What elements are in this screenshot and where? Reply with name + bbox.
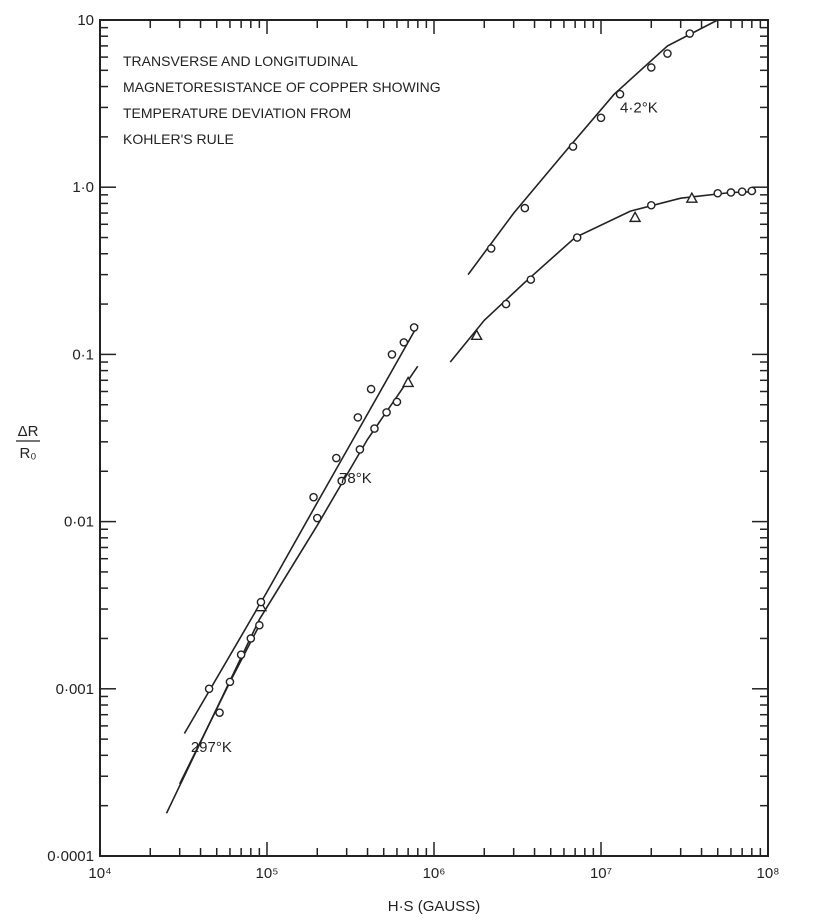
- transverse-point: [399, 338, 409, 347]
- y-tick-label: 10: [77, 12, 94, 29]
- transverse-point: [392, 397, 402, 407]
- transverse-point: [713, 188, 723, 198]
- y-axis-title-denominator: R₀: [19, 445, 36, 462]
- x-tick-label: 10⁸: [756, 865, 779, 882]
- y-axis-title: ΔR R₀: [16, 423, 40, 462]
- annotation-line-4: KOHLER'S RULE: [123, 131, 234, 147]
- transverse-point: [387, 350, 397, 359]
- transverse-point: [370, 424, 379, 433]
- x-tick-label: 10⁵: [256, 865, 279, 882]
- x-axis-title: H·S (GAUSS): [388, 898, 481, 915]
- transverse-point: [332, 453, 341, 463]
- transverse-point: [726, 188, 736, 197]
- transverse-point: [501, 299, 511, 309]
- transverse-point: [526, 275, 536, 284]
- annotation-line-2: MAGNETORESISTANCE OF COPPER SHOWING: [123, 79, 441, 95]
- longitudinal-point: [685, 191, 699, 203]
- transverse-point: [646, 200, 656, 210]
- axis-tick-labels: 10⁴ 10⁵ 10⁶ 10⁷ 10⁸ 0·0001 0·001 0·01 0·1 1·0 10: [47, 12, 779, 882]
- transverse-point: [353, 413, 363, 422]
- x-tick-label: 10⁴: [88, 865, 111, 882]
- transverse-point: [568, 142, 578, 151]
- y-tick-label: 0·1: [72, 346, 94, 363]
- transverse-point: [256, 597, 266, 607]
- x-tick-label: 10⁷: [590, 865, 612, 882]
- series-curve-3: [183, 324, 419, 734]
- transverse-point: [737, 187, 747, 196]
- transverse-point: [615, 89, 625, 99]
- longitudinal-point: [628, 210, 642, 223]
- transverse-point: [596, 113, 606, 123]
- data-points: [204, 29, 757, 717]
- y-tick-label: 0·001: [56, 681, 94, 698]
- series-label-1: 297°K: [191, 739, 232, 756]
- transverse-point: [225, 677, 235, 687]
- annotation-line-1: TRANSVERSE AND LONGITUDINAL: [123, 53, 358, 69]
- annotation-line-3: TEMPERATURE DEVIATION FROM: [123, 105, 351, 121]
- fitted-curves: [165, 19, 757, 814]
- annotation-block: TRANSVERSE AND LONGITUDINAL MAGNETORESIS…: [123, 53, 441, 147]
- transverse-point: [572, 233, 582, 242]
- transverse-point: [355, 445, 365, 454]
- x-tick-label: 10⁶: [423, 865, 446, 882]
- series-curve-5: [449, 190, 757, 363]
- transverse-point: [382, 408, 391, 417]
- transverse-point: [646, 63, 656, 72]
- transverse-point: [409, 323, 419, 332]
- y-axis-title-numerator: ΔR: [18, 423, 39, 440]
- transverse-point: [246, 634, 256, 643]
- series-label-4: 4·2°K: [620, 99, 658, 116]
- transverse-point: [747, 186, 757, 196]
- transverse-point: [520, 203, 530, 213]
- y-tick-label: 0·0001: [47, 848, 94, 865]
- transverse-point: [486, 244, 496, 253]
- transverse-point: [312, 513, 322, 523]
- transverse-point: [366, 384, 376, 394]
- transverse-point: [685, 29, 695, 38]
- transverse-point: [215, 708, 224, 717]
- y-tick-label: 0·01: [64, 514, 94, 531]
- transverse-point: [337, 476, 346, 486]
- longitudinal-point: [470, 328, 483, 341]
- transverse-point: [236, 650, 246, 659]
- y-tick-label: 1·0: [72, 179, 94, 196]
- transverse-point: [255, 620, 264, 630]
- transverse-point: [663, 49, 672, 58]
- axis-ticks: [100, 20, 768, 856]
- transverse-point: [309, 492, 318, 502]
- transverse-point: [204, 684, 214, 694]
- longitudinal-point: [401, 375, 415, 388]
- series-labels: 297°K 78°K 4·2°K: [191, 99, 658, 755]
- series-curve-4: [467, 19, 719, 276]
- series-label-2: 78°K: [339, 470, 372, 487]
